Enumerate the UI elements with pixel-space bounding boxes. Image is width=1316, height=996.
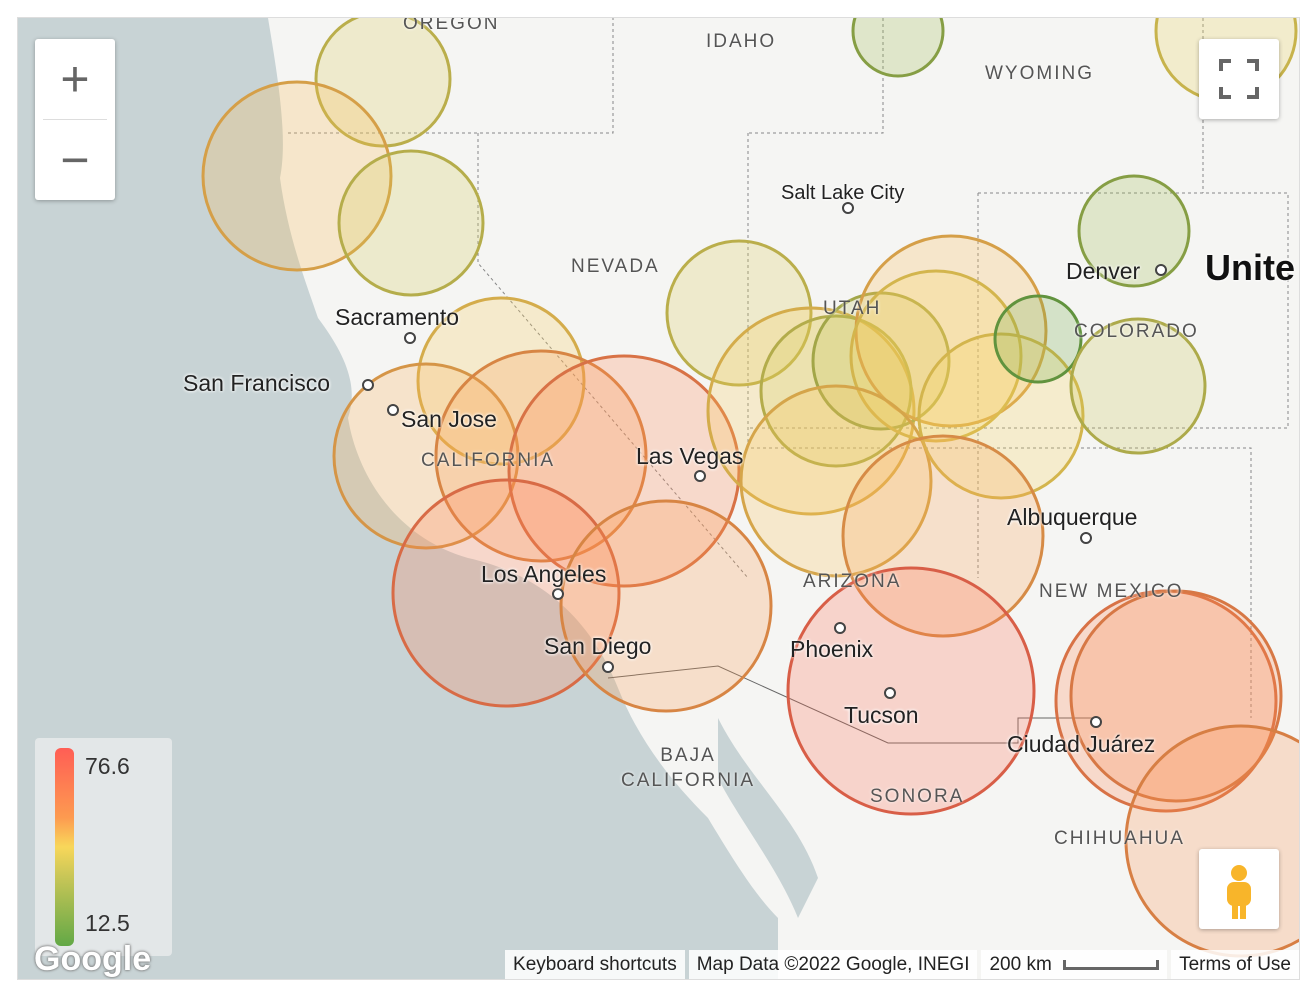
state-label: NEVADA (571, 256, 660, 277)
data-circle[interactable] (507, 354, 741, 588)
data-circle[interactable] (786, 566, 1036, 816)
state-label: CALIFORNIA (421, 450, 556, 471)
state-label: NEW MEXICO (1039, 581, 1184, 602)
zoom-control: + − (35, 39, 115, 200)
color-legend: 76.6 12.5 (35, 738, 172, 956)
city-label: Salt Lake City (781, 182, 905, 204)
city-dot (884, 687, 896, 699)
data-circle[interactable] (1069, 317, 1207, 455)
google-logo: Google (34, 940, 152, 978)
scale-line (1063, 960, 1160, 970)
map[interactable]: OREGON IDAHO WYOMING NEVADA UTAH COLORAD… (17, 17, 1300, 980)
city-label: San Francisco (183, 370, 331, 396)
data-circle[interactable] (841, 434, 1045, 638)
zoom-in-button[interactable]: + (60, 51, 90, 107)
data-circle[interactable] (1069, 589, 1283, 803)
city-dot (362, 379, 374, 391)
city-dot (602, 661, 614, 673)
borders (288, 18, 1289, 718)
city-dot (552, 588, 564, 600)
data-circle[interactable] (416, 296, 586, 466)
keyboard-shortcuts-link[interactable]: Keyboard shortcuts (505, 950, 685, 979)
street-view-pegman-icon (1227, 865, 1251, 919)
city-dot (834, 622, 846, 634)
data-circle[interactable] (993, 294, 1083, 384)
data-circles (201, 18, 1299, 958)
city-label: San Jose (401, 406, 497, 432)
data-circle[interactable] (1077, 174, 1191, 288)
state-label: IDAHO (706, 31, 777, 52)
city-label: San Diego (544, 633, 652, 659)
ocean (18, 18, 778, 979)
state-label: WYOMING (985, 63, 1094, 84)
city-dot (1090, 716, 1102, 728)
data-circle[interactable] (201, 80, 393, 272)
country-label: Unite (1205, 247, 1295, 288)
legend-max: 76.6 (85, 753, 130, 779)
city-dot (1080, 532, 1092, 544)
fullscreen-icon (1219, 59, 1259, 99)
data-circle[interactable] (337, 149, 485, 297)
data-circle[interactable] (851, 18, 945, 78)
map-base (18, 18, 1299, 979)
city-label: Ciudad Juárez (1007, 731, 1156, 757)
state-label: OREGON (403, 17, 500, 34)
state-label: BAJA CALIFORNIA (621, 745, 756, 791)
legend-gradient-bar (55, 748, 74, 946)
street-view-button[interactable] (1199, 849, 1279, 929)
data-circle[interactable] (314, 18, 452, 148)
city-label: Albuquerque (1007, 504, 1138, 530)
fullscreen-button[interactable] (1199, 39, 1279, 119)
state-label: CHIHUAHUA (1054, 828, 1185, 849)
state-label: ARIZONA (803, 571, 902, 592)
gulf (718, 718, 818, 918)
city-label: Tucson (844, 702, 919, 728)
map-data-attribution: Map Data ©2022 Google, INEGI (688, 950, 978, 979)
map-footer: Keyboard shortcuts Map Data ©2022 Google… (501, 950, 1299, 979)
data-circle[interactable] (434, 349, 648, 563)
data-circle[interactable] (332, 362, 520, 550)
city-dot (842, 202, 854, 214)
city-label: Denver (1066, 258, 1141, 284)
data-circle[interactable] (559, 499, 773, 713)
state-label: SONORA (870, 786, 965, 807)
data-circle[interactable] (391, 478, 621, 708)
terms-link[interactable]: Terms of Use (1171, 950, 1299, 979)
city-dot (387, 404, 399, 416)
city-label: Sacramento (335, 304, 460, 330)
city-dot (404, 332, 416, 344)
divider (43, 119, 107, 120)
city-label: Phoenix (790, 636, 874, 662)
data-circle[interactable] (739, 384, 933, 578)
state-label: COLORADO (1074, 321, 1199, 342)
data-circle[interactable] (849, 269, 1023, 443)
legend-min: 12.5 (85, 910, 130, 936)
city-dot (1155, 264, 1167, 276)
data-circle[interactable] (917, 332, 1085, 500)
scale-bar[interactable]: 200 km (981, 950, 1168, 979)
city-label: Los Angeles (481, 561, 607, 587)
zoom-out-button[interactable]: − (60, 132, 90, 188)
city-label: Las Vegas (636, 443, 744, 469)
city-dot (694, 470, 706, 482)
state-label: UTAH (823, 298, 882, 319)
